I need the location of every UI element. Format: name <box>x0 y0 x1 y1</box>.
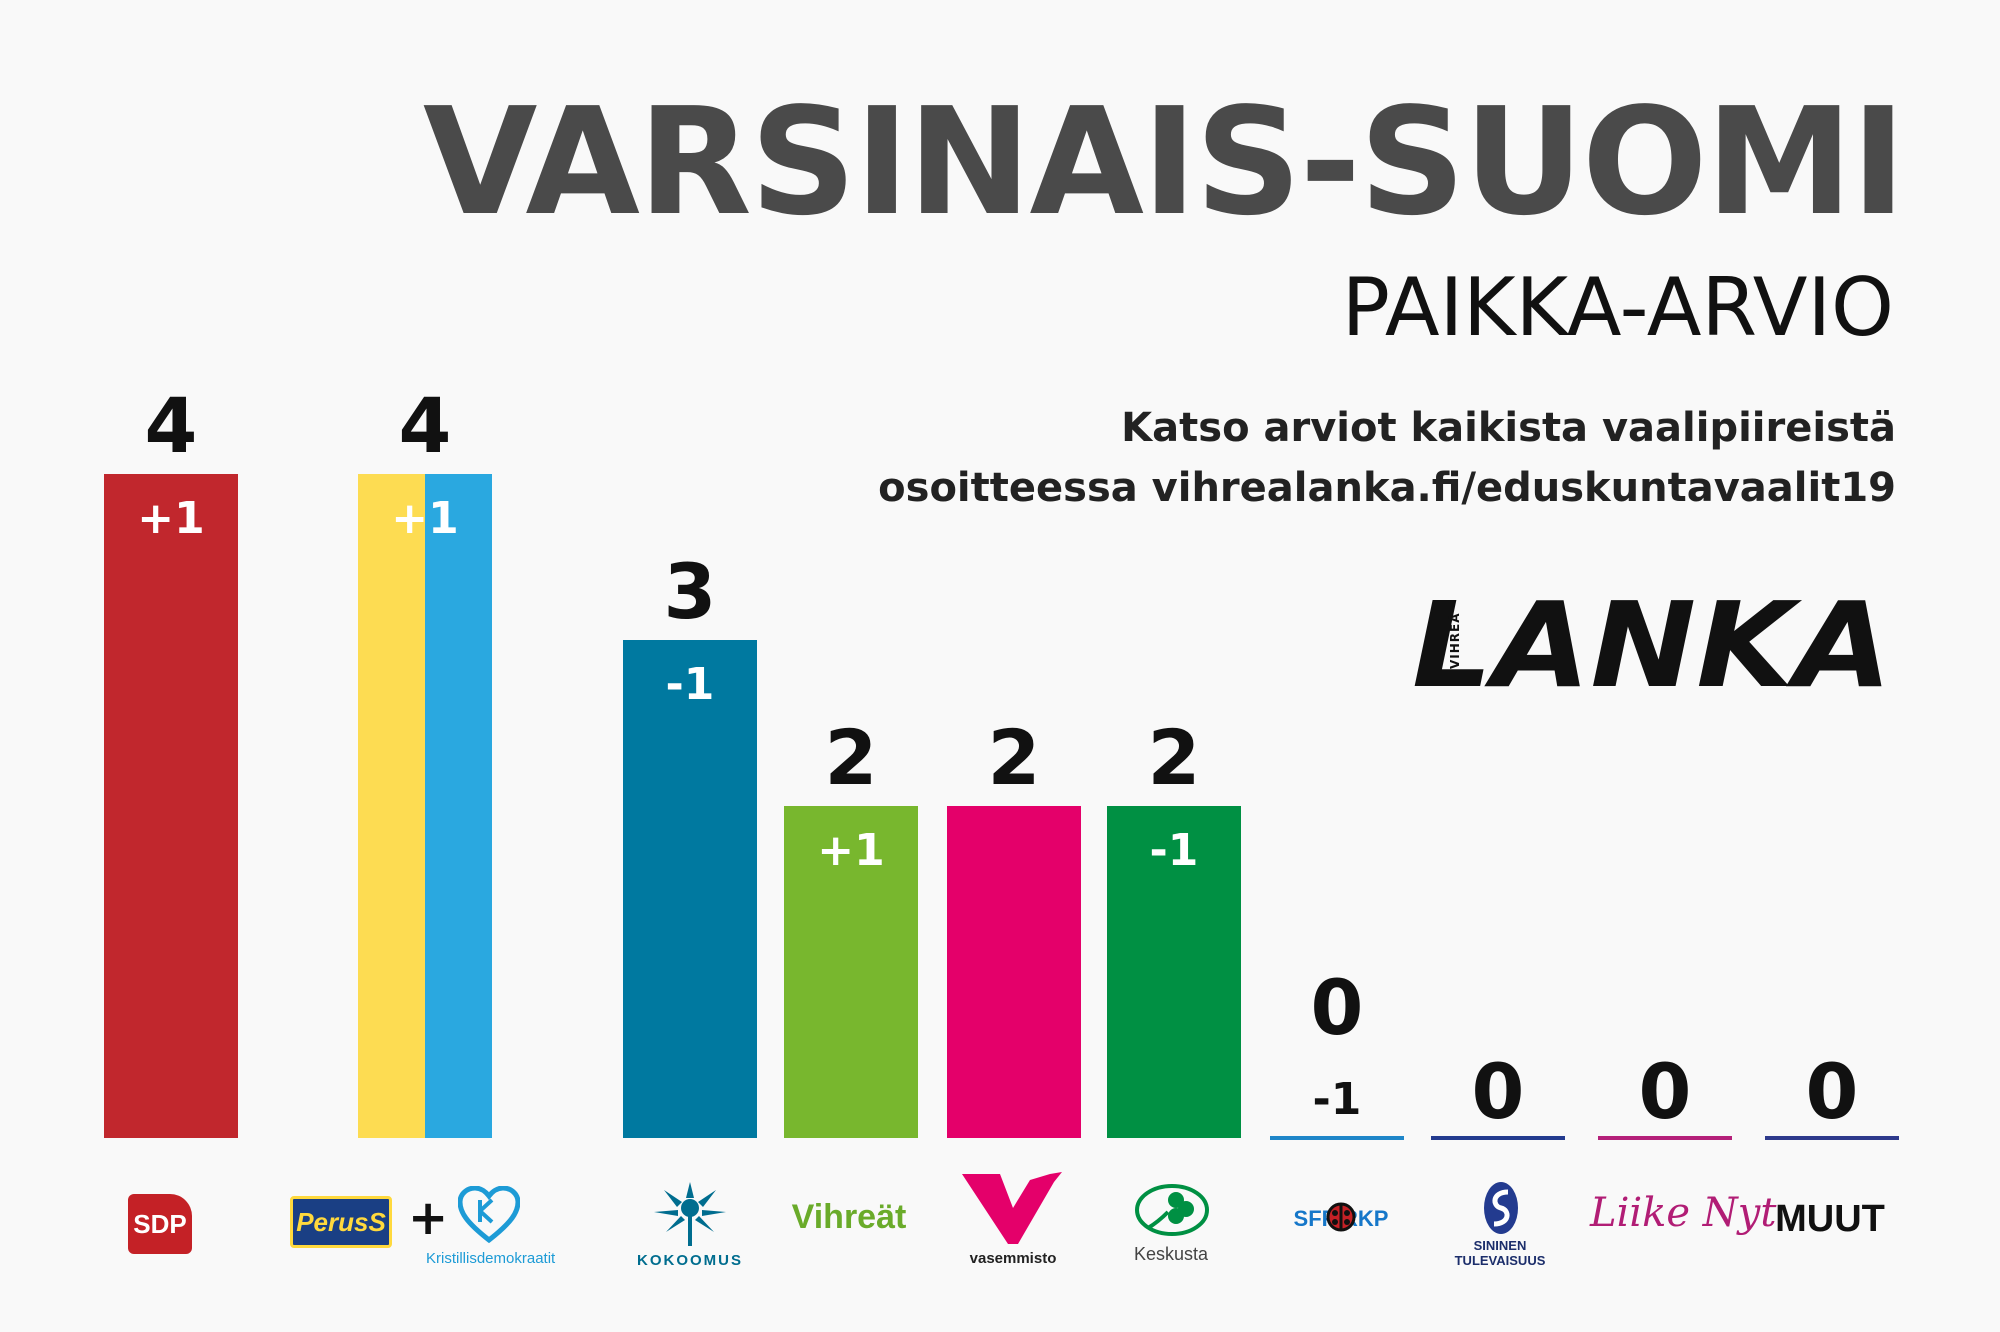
seats-label-ps-kd: 4 <box>399 381 452 470</box>
seats-label-liike-nyt: 0 <box>1639 1047 1692 1136</box>
sininen-logo-text: SININEN TULEVAISUUS <box>1440 1238 1560 1268</box>
seats-label-kokoomus: 3 <box>664 547 717 636</box>
baseline-liike-nyt <box>1598 1136 1732 1140</box>
kd-logo-text: Kristillisdemokraatit <box>426 1250 556 1267</box>
bar-vihre-t <box>784 806 918 1138</box>
bar-ps-kd-2 <box>425 474 492 1138</box>
bar-sdp <box>104 474 238 1138</box>
change-label-rkp: -1 <box>1313 1074 1362 1125</box>
seats-label-sininen-tulevaisuus: 0 <box>1472 1047 1525 1136</box>
keskusta-clover-icon <box>1135 1184 1209 1236</box>
vihreat-logo-text: Vihreät <box>791 1198 907 1236</box>
plus-sign: + <box>408 1190 449 1246</box>
kd-heart-icon <box>458 1186 520 1244</box>
perussuomalaiset-logo: PerusS <box>290 1196 392 1248</box>
seats-label-rkp: 0 <box>1311 963 1364 1052</box>
logo-wordmark: LANKA <box>1412 600 1892 692</box>
keskusta-logo-text: Keskusta <box>1133 1244 1209 1264</box>
change-label-sdp: +1 <box>137 493 204 544</box>
vihrea-lanka-logo: LANKA <box>1412 600 1892 692</box>
muut-label: MUUT <box>1775 1198 1885 1240</box>
bar-ps-kd-1 <box>358 474 426 1138</box>
sininen-logo-line1: SININEN <box>1473 1238 1527 1253</box>
change-label-vihre-t: +1 <box>817 825 884 876</box>
baseline-sininen-tulevaisuus <box>1431 1136 1565 1140</box>
change-label-kokoomus: -1 <box>666 659 715 710</box>
seats-label-muut: 0 <box>1806 1047 1859 1136</box>
sdp-logo: SDP <box>128 1194 192 1254</box>
baseline-muut <box>1765 1136 1899 1140</box>
seats-label-keskusta: 2 <box>1148 713 1201 802</box>
info-note: Katso arviot kaikista vaalipiireistä oso… <box>878 398 1896 518</box>
bar-vasemmisto <box>947 806 1081 1138</box>
info-note-line1: Katso arviot kaikista vaalipiireistä <box>1121 405 1896 451</box>
baseline-rkp <box>1270 1136 1404 1140</box>
bar-keskusta <box>1107 806 1241 1138</box>
change-label-ps-kd: +1 <box>391 493 458 544</box>
ladybug-icon <box>1326 1202 1356 1232</box>
liike-nyt-logo-text: Liike Nyt <box>1590 1190 1777 1236</box>
change-label-keskusta: -1 <box>1150 825 1199 876</box>
seats-label-vasemmisto: 2 <box>988 713 1041 802</box>
info-note-line2: osoitteessa vihrealanka.fi/eduskuntavaal… <box>878 465 1896 511</box>
cornflower-icon <box>654 1182 726 1246</box>
seats-label-vihre-t: 2 <box>825 713 878 802</box>
vasemmisto-logo-text: vasemmisto <box>969 1250 1057 1267</box>
page-title: VARSINAIS-SUOMI <box>422 76 1906 248</box>
page-subtitle: PAIKKA-ARVIO <box>1341 261 1894 354</box>
bar-kokoomus <box>623 640 757 1138</box>
vasemmisto-v-icon <box>962 1172 1062 1244</box>
sininen-logo-line2: TULEVAISUUS <box>1454 1253 1546 1268</box>
kokoomus-logo-text: KOKOOMUS <box>637 1252 743 1269</box>
seats-label-sdp: 4 <box>145 381 198 470</box>
perus-logo-text: PerusS <box>296 1206 386 1237</box>
sdp-logo-text: SDP <box>133 1208 187 1239</box>
sininen-tulevaisuus-icon <box>1484 1182 1518 1234</box>
